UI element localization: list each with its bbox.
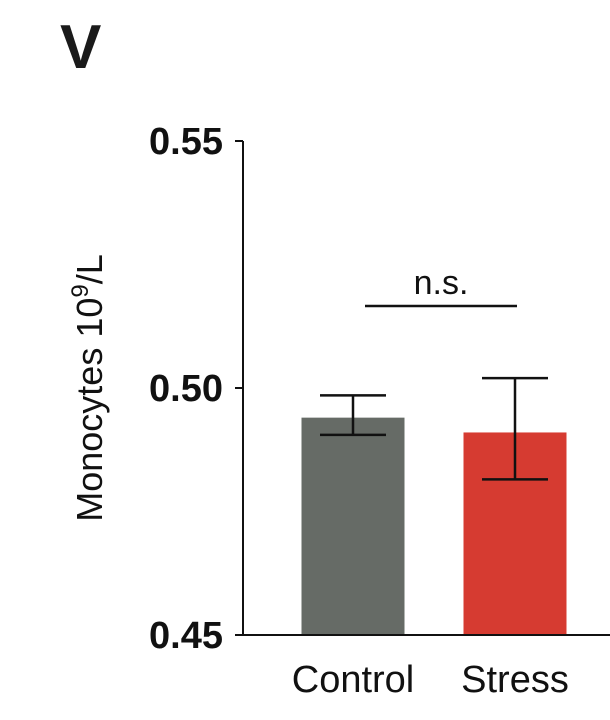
y-axis-label-base: Monocytes 10 xyxy=(69,298,110,522)
panel-label: V xyxy=(60,13,101,82)
significance-label: n.s. xyxy=(414,264,469,302)
error-bar-stress xyxy=(482,376,548,481)
y-axis: 0.45 0.50 0.55 xyxy=(149,121,244,657)
bars xyxy=(301,417,567,635)
error-bar-control xyxy=(320,394,386,437)
y-axis-label-unit: /L xyxy=(69,254,110,284)
y-axis-label: Monocytes 109/L xyxy=(67,254,110,522)
error-bars xyxy=(320,376,548,481)
x-axis: Control Stress xyxy=(243,634,610,701)
y-tick-label: 0.50 xyxy=(149,368,223,410)
x-tick-label-control: Control xyxy=(292,659,415,701)
bar-control xyxy=(301,417,405,635)
y-tick-label: 0.55 xyxy=(149,121,223,163)
y-axis-label-exponent: 9 xyxy=(67,284,94,297)
significance-annotations: n.s. xyxy=(365,264,517,308)
y-tick-label: 0.45 xyxy=(149,615,223,657)
x-tick-label-stress: Stress xyxy=(461,659,569,701)
